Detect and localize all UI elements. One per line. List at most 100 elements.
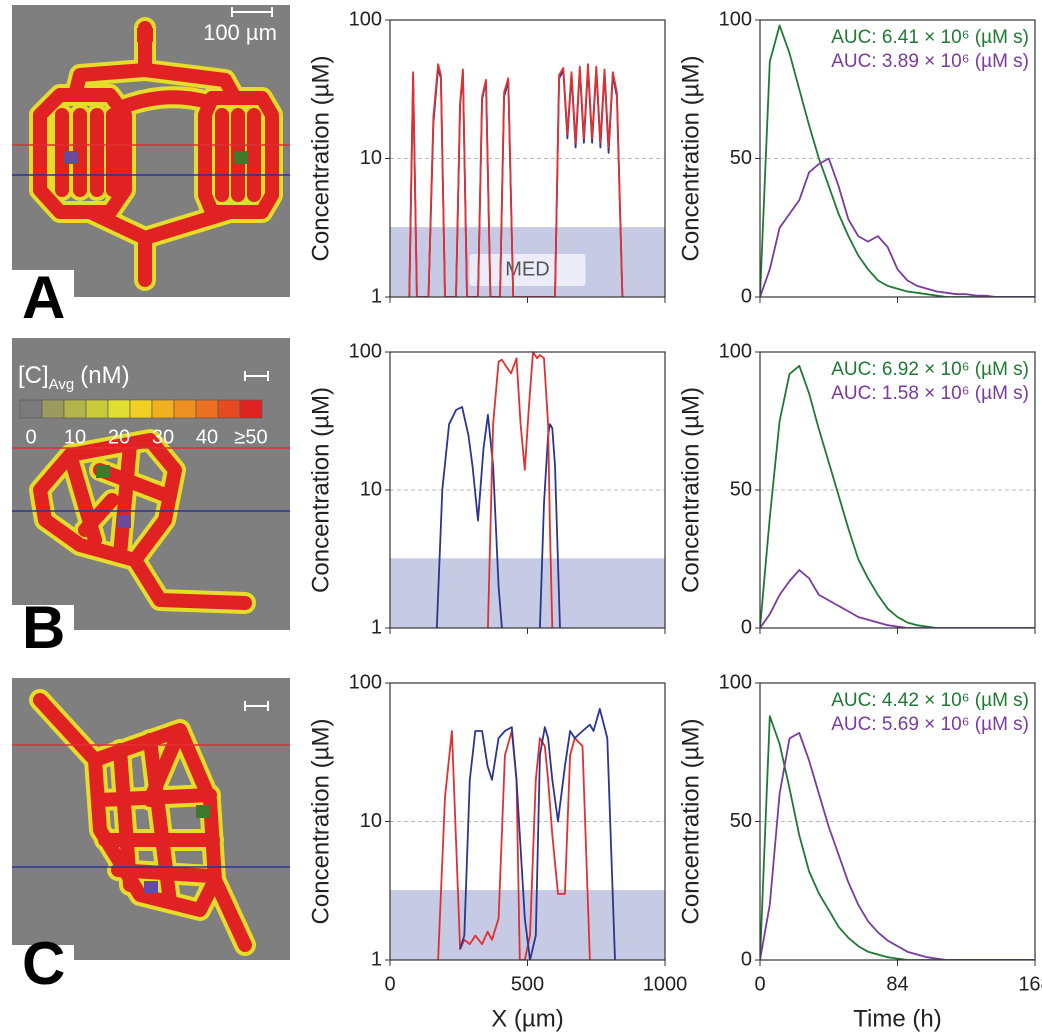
colorbar-tick-label: 10 [64,426,86,448]
plot-frame [759,682,1036,961]
y-axis-title: Concentration (µM) [307,56,334,262]
colorbar-cell [19,399,43,419]
med-band [390,558,665,628]
colorbar-cell [85,399,109,419]
y-tick-label: 10 [360,478,382,500]
y-axis-title: Concentration (µM) [677,56,704,262]
auc-annotation: AUC: 6.41 × 10⁶ (µM s) [831,27,1029,48]
y-tick-label: 100 [349,8,382,30]
auc-annotation: AUC: 4.42 × 10⁶ (µM s) [831,690,1029,711]
panel-image-c-shape [33,693,252,952]
plot-frame [759,19,1036,298]
chart: 0 50 100 Concentration (µM) AUC: 6.92 × 10⁶ … [677,340,1036,638]
series-line [408,63,624,297]
series-group [760,24,1035,297]
y-axis-title: Concentration (µM) [307,387,334,593]
colorbar-title: [C]Avg (nM) [18,362,130,393]
chart: 0 50 100 Concentration (µM) AUC: 6.41 × 10⁶ … [677,8,1036,307]
panel-image-b-shape [244,371,269,381]
letter-bg [12,605,74,665]
colorbar-tick-label: 20 [108,426,130,448]
panel-letter: A [22,264,65,331]
series-group [435,351,561,628]
x-axis-title: X (µm) [491,1005,563,1032]
y-tick-label: 100 [719,671,752,693]
panel-image-b-shape [117,515,131,528]
series-line [487,351,554,628]
panel-letter: B [22,594,65,661]
series-line [760,732,1035,960]
colorbar-tick-label: ≥50 [234,426,267,448]
colorbar-cell [41,399,65,419]
chart: 0 50 100 0 84 168 Concentration (µM) Time (h) AU… [677,671,1042,1032]
series-group [760,364,1035,628]
y-tick-label: 100 [349,671,382,693]
x-tick-label: 0 [384,973,395,995]
panel-image-b-shape [96,465,110,478]
y-tick-label: 10 [360,147,382,169]
y-tick-label: 0 [741,948,752,970]
series-line [760,569,1035,628]
colorbar-cell [173,399,197,419]
colorbar: 0 10 20 30 40 ≥50 [19,399,268,448]
series-group [437,708,616,960]
series-group [408,63,624,297]
y-tick-label: 0 [741,285,752,307]
colorbar-cell [217,399,241,419]
panel-image-a-shape [137,28,153,42]
series-line [760,364,1035,628]
colorbar-title-main: [C] [18,362,49,389]
y-tick-label: 100 [349,340,382,362]
colorbar-cell [107,399,131,419]
panel-image-a-shape [234,151,248,164]
y-tick-label: 1 [371,616,382,638]
y-tick-label: 100 [719,8,752,30]
y-axis-title: Concentration (µM) [677,387,704,593]
y-tick-label: 50 [730,478,752,500]
y-axis-title: Concentration (µM) [677,719,704,925]
panel-letter: C [22,930,65,997]
colorbar-title-unit: (nM) [80,362,129,389]
x-axis-title: Time (h) [853,1005,941,1032]
auc-annotation: AUC: 5.69 × 10⁶ (µM s) [831,714,1029,735]
auc-annotation: AUC: 1.58 × 10⁶ (µM s) [831,383,1029,404]
y-axis-title: Concentration (µM) [307,719,334,925]
colorbar-tick-label: 40 [196,426,218,448]
panel-image-b-shape [33,433,252,610]
panel-image-c-shape [196,805,210,818]
chart: 1 10 100 Concentration (µM) [307,340,666,638]
colorbar-cell [195,399,219,419]
x-tick-label: 1000 [643,973,688,995]
panel-image-b: [C]Avg (nM) 0 10 20 30 40 ≥50 [12,338,290,630]
series-line [760,715,1035,960]
panel-image-a: 100 µm [12,5,290,297]
y-tick-label: 1 [371,948,382,970]
y-tick-label: 100 [719,340,752,362]
colorbar-cell [239,399,263,419]
colorbar-title-sub: Avg [49,376,75,393]
y-tick-label: 50 [730,810,752,832]
series-line [459,708,616,960]
panel-image-a-shape [64,151,78,164]
chart: MED 1 10 100 Concentration (µM) [307,8,666,307]
y-tick-label: 10 [360,810,382,832]
plot-frame [389,19,666,298]
panel-image-c-shape [144,881,158,894]
y-tick-label: 0 [741,616,752,638]
letter-bg [12,945,74,1005]
scale-bar-label: 100 µm [203,20,277,45]
panel-image-a-shape [231,7,273,17]
auc-annotation: AUC: 3.89 × 10⁶ (µM s) [831,51,1029,72]
x-tick-label: 168 [1018,973,1042,995]
colorbar-tick-label: 30 [152,426,174,448]
series-group [760,715,1035,960]
colorbar-cell [63,399,87,419]
auc-annotation: AUC: 6.92 × 10⁶ (µM s) [831,359,1029,380]
plot-frame [389,682,666,961]
colorbar-cell [151,399,175,419]
plot-frame [759,351,1036,629]
series-line [435,406,561,628]
